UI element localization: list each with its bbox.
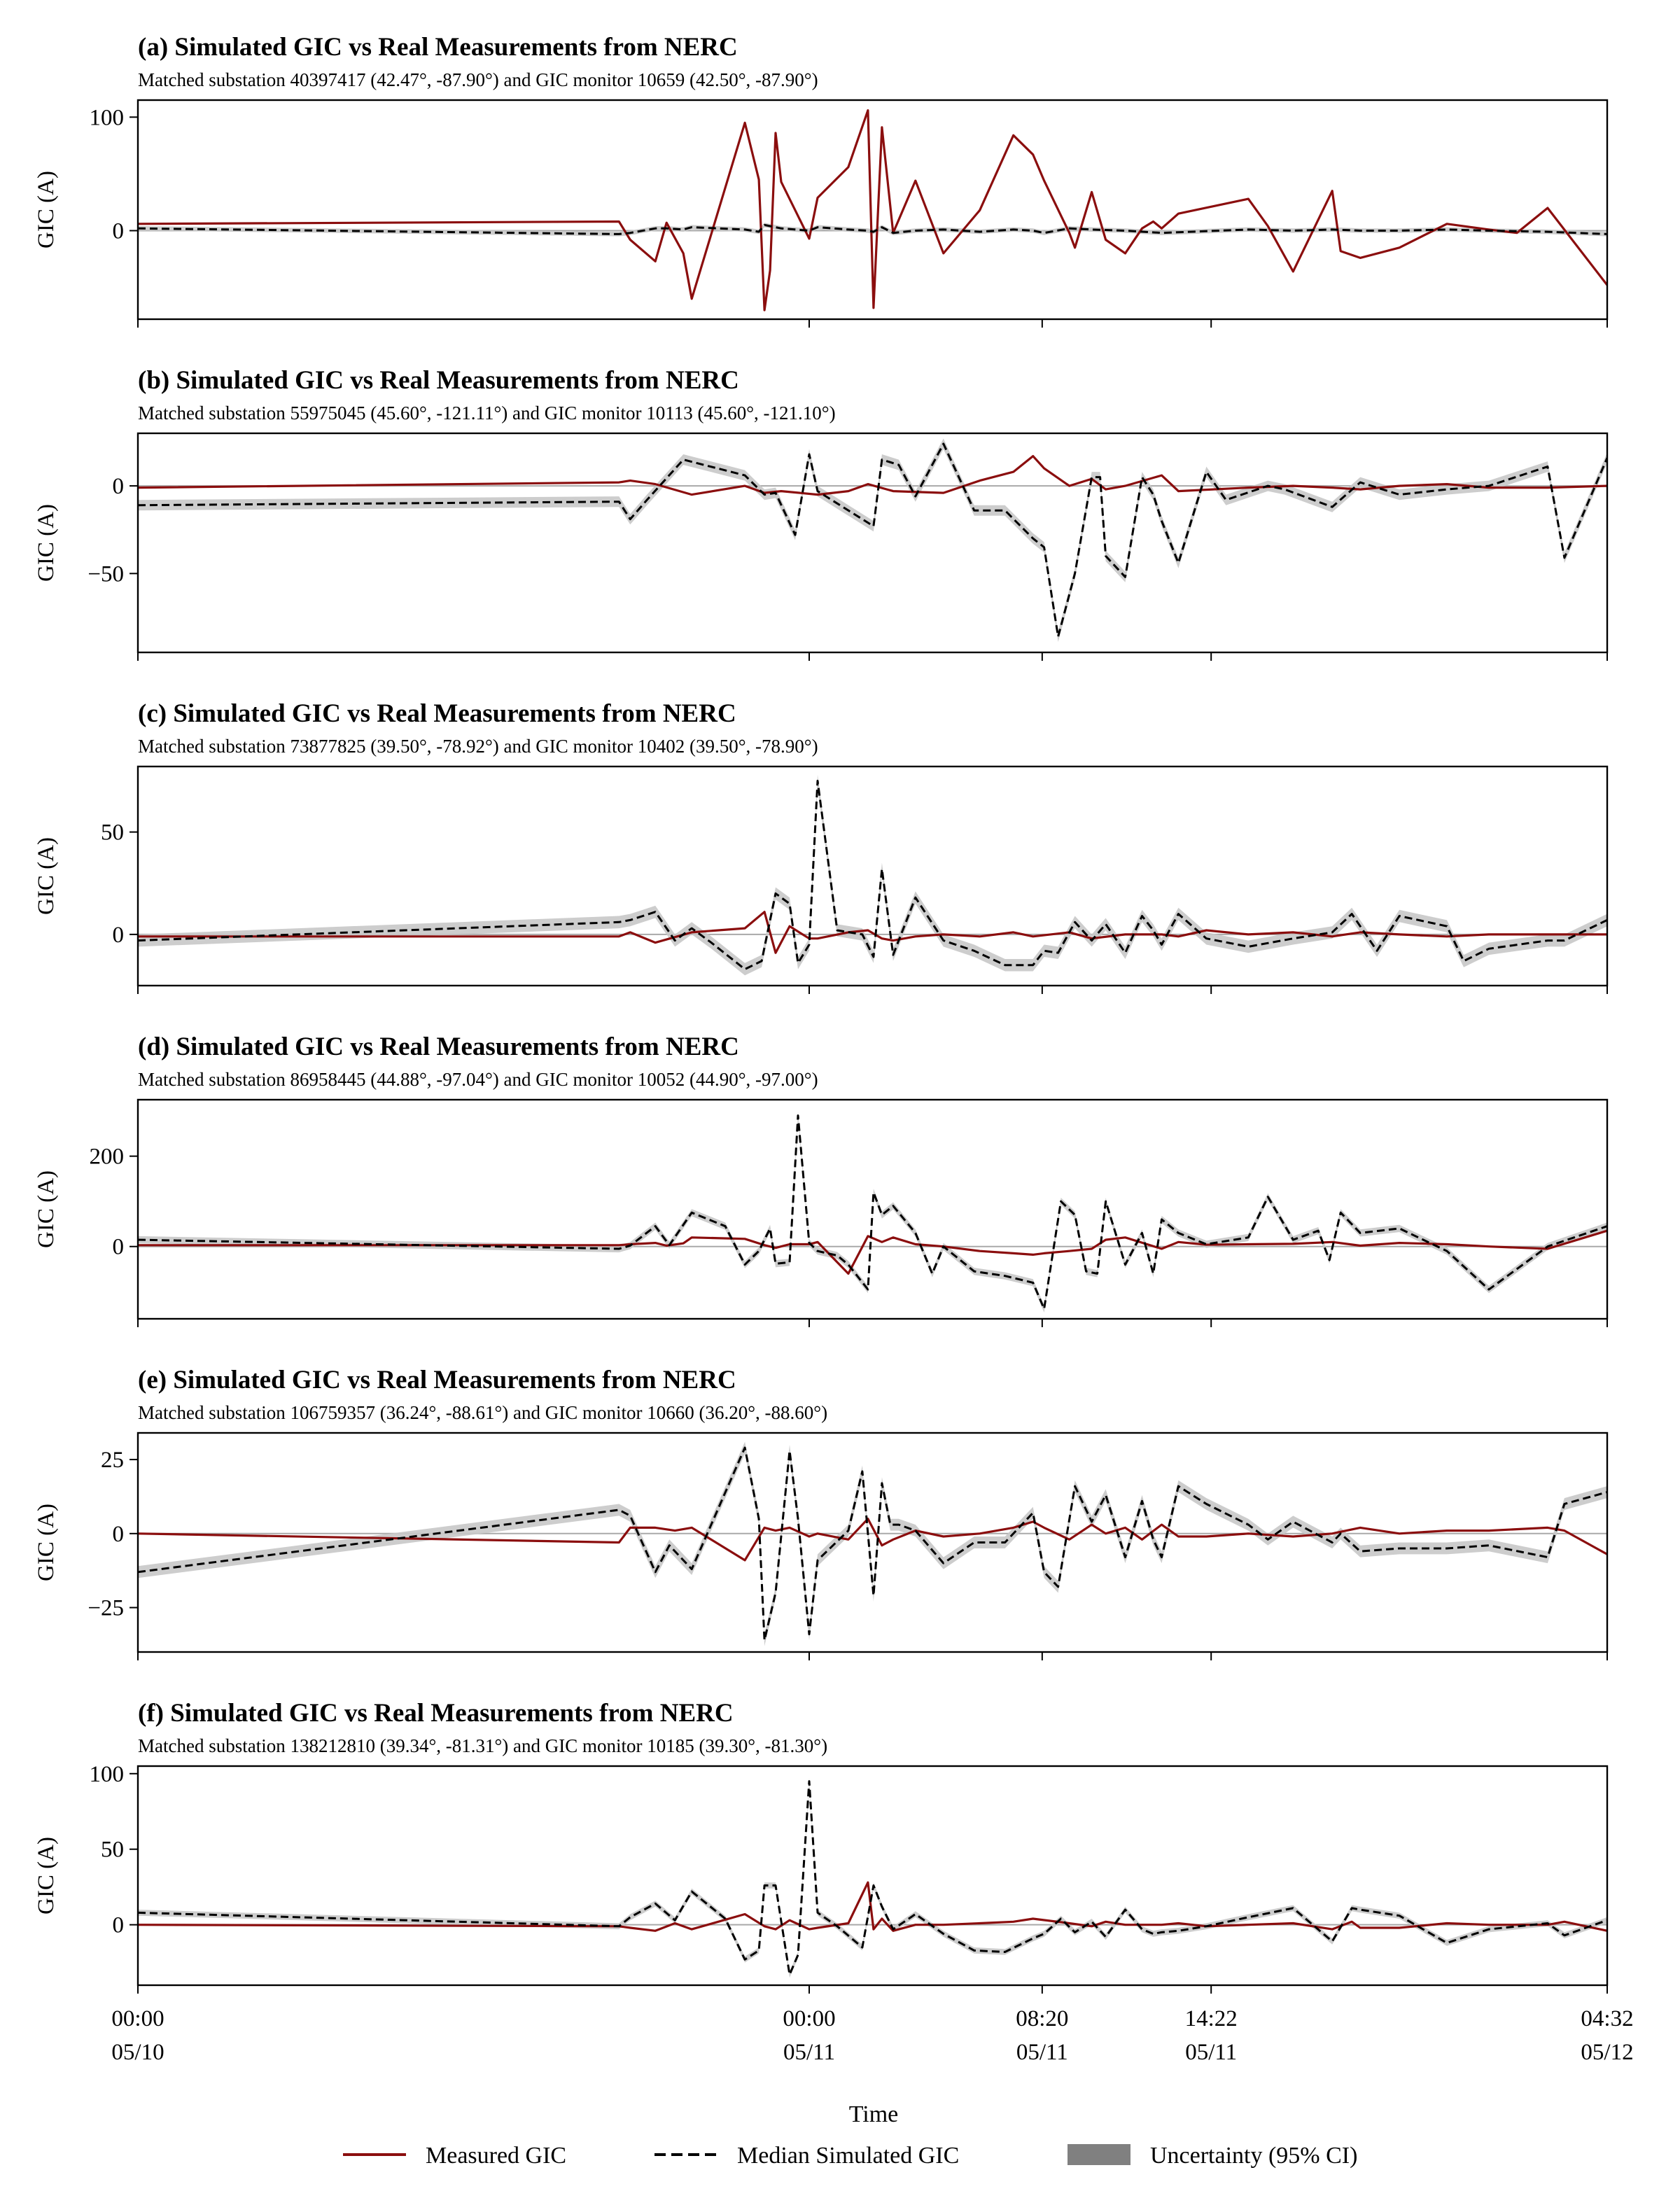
x-tick-label-time: 00:00 — [783, 2006, 835, 2031]
panel-a: (a) Simulated GIC vs Real Measurements f… — [34, 33, 1609, 328]
y-tick-label: 25 — [101, 1448, 124, 1473]
x-tick-label-date: 05/11 — [783, 2040, 835, 2065]
panel-title: (c) Simulated GIC vs Real Measurements f… — [138, 699, 736, 728]
plot-area — [138, 774, 1607, 976]
axes-frame — [136, 1765, 1609, 1987]
plot-area — [138, 438, 1607, 642]
legend-label: Measured GIC — [426, 2143, 566, 2169]
simulated-gic-line — [138, 780, 1607, 971]
panel-f: (f) Simulated GIC vs Real Measurements f… — [34, 1699, 1609, 1994]
measured-gic-line — [138, 454, 1607, 496]
panel-title: (e) Simulated GIC vs Real Measurements f… — [138, 1366, 736, 1394]
y-tick-label: −25 — [88, 1596, 124, 1621]
uncertainty-band — [138, 438, 1607, 642]
x-tick-label-time: 04:32 — [1581, 2006, 1633, 2031]
y-axis-label: GIC (A) — [34, 1504, 59, 1581]
panel-b: (b) Simulated GIC vs Real Measurements f… — [34, 366, 1609, 661]
simulated-gic-line — [138, 442, 1607, 638]
y-tick-label: −50 — [88, 561, 124, 587]
x-tick-label-date: 05/11 — [1185, 2040, 1237, 2065]
uncertainty-band — [138, 223, 1607, 237]
y-axis-label: GIC (A) — [34, 171, 59, 248]
y-axis-label: GIC (A) — [34, 837, 59, 915]
legend: Measured GIC Median Simulated GIC Uncertai… — [343, 2143, 1357, 2169]
axes-frame — [136, 1098, 1609, 1320]
y-tick-label: 0 — [113, 1913, 125, 1938]
x-tick-label-date: 05/12 — [1581, 2040, 1633, 2065]
plot-area — [138, 109, 1607, 312]
measured-gic-line — [138, 1229, 1607, 1275]
y-tick-label: 0 — [113, 1235, 125, 1260]
axes-frame — [136, 765, 1609, 987]
y-tick-label: 0 — [113, 1522, 125, 1547]
x-tick-label-date: 05/10 — [111, 2040, 164, 2065]
y-tick-label: 200 — [90, 1144, 125, 1170]
simulated-gic-line — [138, 1114, 1607, 1310]
y-tick-label: 100 — [90, 105, 125, 130]
x-tick-label-date: 05/11 — [1016, 2040, 1068, 2065]
plot-area — [138, 1441, 1607, 1646]
panel-title: (f) Simulated GIC vs Real Measurements f… — [138, 1699, 734, 1728]
panel-e: (e) Simulated GIC vs Real Measurements f… — [34, 1366, 1609, 1660]
legend-label: Uncertainty (95% CI) — [1150, 2143, 1357, 2169]
panel-title: (b) Simulated GIC vs Real Measurements f… — [138, 366, 739, 395]
y-tick-label: 50 — [101, 1837, 124, 1863]
panel-d: (d) Simulated GIC vs Real Measurements f… — [34, 1032, 1609, 1327]
panel-subtitle: Matched substation 106759357 (36.24°, -8… — [138, 1402, 827, 1423]
y-axis-label: GIC (A) — [34, 504, 59, 582]
y-axis-label: GIC (A) — [34, 1837, 59, 1914]
simulated-gic-line — [138, 1780, 1607, 1976]
y-tick-label: 0 — [113, 474, 125, 499]
simulated-gic-line — [138, 1446, 1607, 1642]
panel-subtitle: Matched substation 138212810 (39.34°, -8… — [138, 1735, 827, 1756]
x-tick-label-time: 08:20 — [1016, 2006, 1068, 2031]
y-tick-label: 100 — [90, 1762, 125, 1787]
y-tick-label: 50 — [101, 820, 124, 846]
x-axis-label: Time — [849, 2101, 899, 2127]
measured-gic-line — [138, 911, 1607, 954]
panel-c: (c) Simulated GIC vs Real Measurements f… — [34, 699, 1609, 994]
x-tick-label-time: 00:00 — [111, 2006, 164, 2031]
plot-area — [138, 1778, 1607, 1978]
uncertainty-band — [138, 1778, 1607, 1978]
measured-gic-line — [138, 109, 1607, 312]
axes-frame — [136, 1432, 1609, 1653]
panel-subtitle: Matched substation 73877825 (39.50°, -78… — [138, 736, 818, 757]
panel-subtitle: Matched substation 40397417 (42.47°, -87… — [138, 69, 818, 90]
measured-gic-line — [138, 1881, 1607, 1932]
panel-title: (a) Simulated GIC vs Real Measurements f… — [138, 33, 738, 62]
panel-subtitle: Matched substation 55975045 (45.60°, -12… — [138, 402, 836, 424]
x-tick-label-time: 14:22 — [1185, 2006, 1238, 2031]
y-tick-label: 0 — [113, 219, 125, 244]
uncertainty-band — [138, 774, 1607, 976]
plot-area — [138, 1112, 1607, 1312]
axes-frame — [136, 99, 1609, 321]
legend-label: Median Simulated GIC — [737, 2143, 959, 2169]
legend-swatch-uncertainty — [1068, 2144, 1130, 2165]
panel-subtitle: Matched substation 86958445 (44.88°, -97… — [138, 1069, 818, 1090]
uncertainty-band — [138, 1441, 1607, 1646]
axes-frame — [136, 432, 1609, 654]
y-axis-label: GIC (A) — [34, 1170, 59, 1248]
panel-title: (d) Simulated GIC vs Real Measurements f… — [138, 1032, 739, 1061]
y-tick-label: 0 — [113, 923, 125, 948]
simulated-gic-line — [138, 223, 1607, 235]
